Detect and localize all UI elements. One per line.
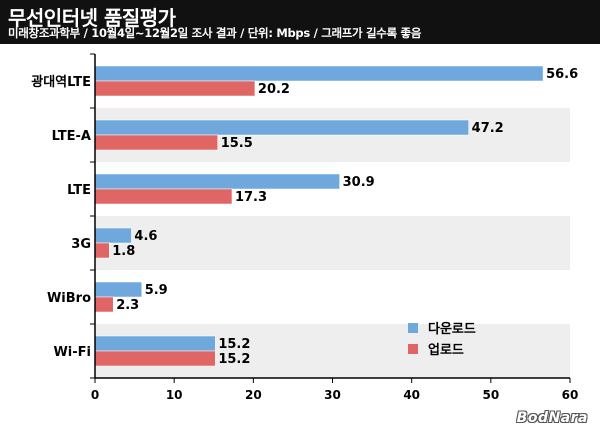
upload-value-label: 15.2: [218, 352, 250, 367]
category-label: Wi-Fi: [53, 345, 91, 360]
category-label: 3G: [71, 237, 91, 252]
watermark-logo: BodNara: [516, 410, 588, 426]
download-value-label: 56.6: [546, 67, 578, 82]
x-tick-label: 40: [403, 388, 420, 402]
download-bar: [94, 65, 544, 82]
download-bar: [94, 119, 469, 136]
download-value-label: 5.9: [145, 283, 168, 298]
upload-value-label: 1.8: [112, 244, 135, 259]
background-band: [95, 216, 570, 270]
bar-chart: 광대역LTE 56.6 20.2 LTE-A 47.2 15.5 LTE 30.9 17.3 3G…: [31, 53, 579, 402]
download-bar: [94, 173, 340, 190]
upload-value-label: 20.2: [258, 82, 290, 97]
download-bar: [94, 227, 132, 244]
download-value-label: 47.2: [472, 121, 504, 136]
x-tick-label: 20: [245, 388, 262, 402]
download-value-label: 15.2: [218, 337, 250, 352]
upload-bar: [94, 80, 256, 97]
chart-title: 무선인터넷 품질평가: [8, 6, 176, 30]
category-label: 광대역LTE: [31, 74, 91, 90]
chart-header: 무선인터넷 품질평가 미래창조과학부 / 10월4일~12월2일 조사 결과 /…: [0, 0, 600, 44]
download-value-label: 30.9: [343, 175, 375, 190]
category-label: LTE: [67, 183, 91, 198]
category-label: LTE-A: [52, 129, 91, 144]
download-value-label: 4.6: [134, 229, 157, 244]
upload-value-label: 2.3: [116, 298, 139, 313]
upload-bar: [94, 296, 114, 313]
x-tick-label: 30: [324, 388, 341, 402]
download-legend-label: 다운로드: [428, 321, 476, 337]
x-tick-label: 50: [482, 388, 499, 402]
upload-bar: [94, 350, 216, 367]
download-legend-swatch: [408, 323, 418, 333]
upload-bar: [94, 188, 233, 205]
chart-subtitle: 미래창조과학부 / 10월4일~12월2일 조사 결과 / 단위: Mbps /…: [8, 26, 422, 40]
x-tick-label: 10: [166, 388, 183, 402]
upload-legend-label: 업로드: [428, 343, 464, 358]
download-bar: [94, 335, 216, 352]
upload-legend-swatch: [408, 344, 418, 354]
x-tick-label: 0: [91, 388, 99, 402]
upload-bar: [94, 242, 110, 259]
upload-bar: [94, 134, 218, 151]
upload-value-label: 17.3: [235, 190, 267, 205]
upload-value-label: 15.5: [221, 136, 253, 151]
category-label: WiBro: [47, 291, 91, 306]
download-bar: [94, 281, 142, 298]
x-tick-label: 60: [562, 388, 579, 402]
